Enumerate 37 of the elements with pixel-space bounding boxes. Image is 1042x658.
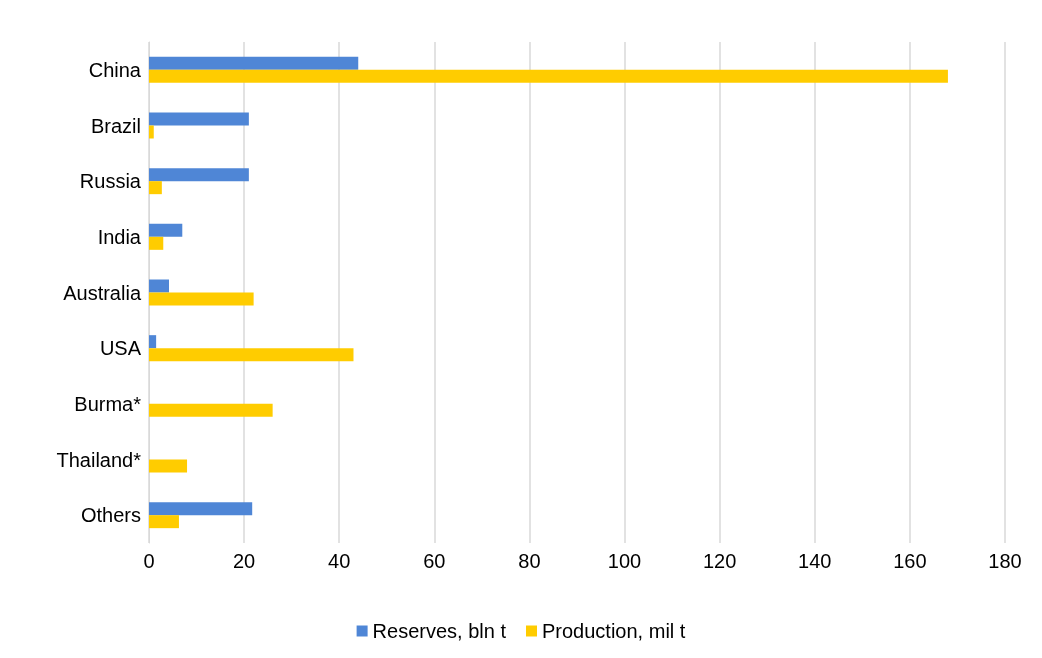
x-tick-label: 0 bbox=[143, 550, 155, 572]
bar bbox=[149, 335, 157, 349]
x-tick-label: 40 bbox=[328, 550, 351, 572]
bar bbox=[149, 125, 154, 139]
bar bbox=[149, 236, 164, 250]
x-tick-label: 120 bbox=[702, 550, 737, 572]
x-tick-label: 60 bbox=[423, 550, 446, 572]
y-tick-label: India bbox=[97, 225, 142, 248]
bar bbox=[149, 515, 179, 529]
x-tick-label: 160 bbox=[893, 550, 927, 572]
bar bbox=[149, 56, 359, 70]
y-tick-label: Australia bbox=[63, 281, 142, 304]
bar bbox=[149, 502, 253, 516]
bar bbox=[149, 168, 249, 182]
bar bbox=[149, 223, 183, 237]
bar bbox=[149, 292, 254, 306]
bar bbox=[149, 348, 354, 362]
y-tick-label: Thailand* bbox=[56, 448, 142, 471]
bar bbox=[149, 69, 948, 83]
y-tick-label: Russia bbox=[79, 170, 142, 193]
y-tick-label: China bbox=[88, 58, 142, 81]
x-tick-label: 100 bbox=[607, 550, 642, 572]
bar bbox=[149, 112, 249, 126]
bar bbox=[149, 459, 188, 473]
x-tick-label: 80 bbox=[518, 550, 541, 572]
bar bbox=[149, 403, 273, 417]
bar bbox=[149, 279, 169, 293]
legend-label: Reserves, bln t bbox=[372, 620, 507, 642]
x-tick-label: 140 bbox=[798, 550, 832, 572]
x-tick-label: 180 bbox=[988, 550, 1022, 572]
y-tick-label: Burma* bbox=[74, 392, 142, 415]
x-tick-label: 20 bbox=[232, 550, 256, 572]
legend-label: Production, mil t bbox=[542, 620, 686, 642]
bar bbox=[149, 181, 162, 195]
y-tick-label: Others bbox=[80, 504, 141, 527]
y-tick-label: USA bbox=[99, 337, 142, 360]
y-tick-label: Brazil bbox=[90, 114, 141, 137]
